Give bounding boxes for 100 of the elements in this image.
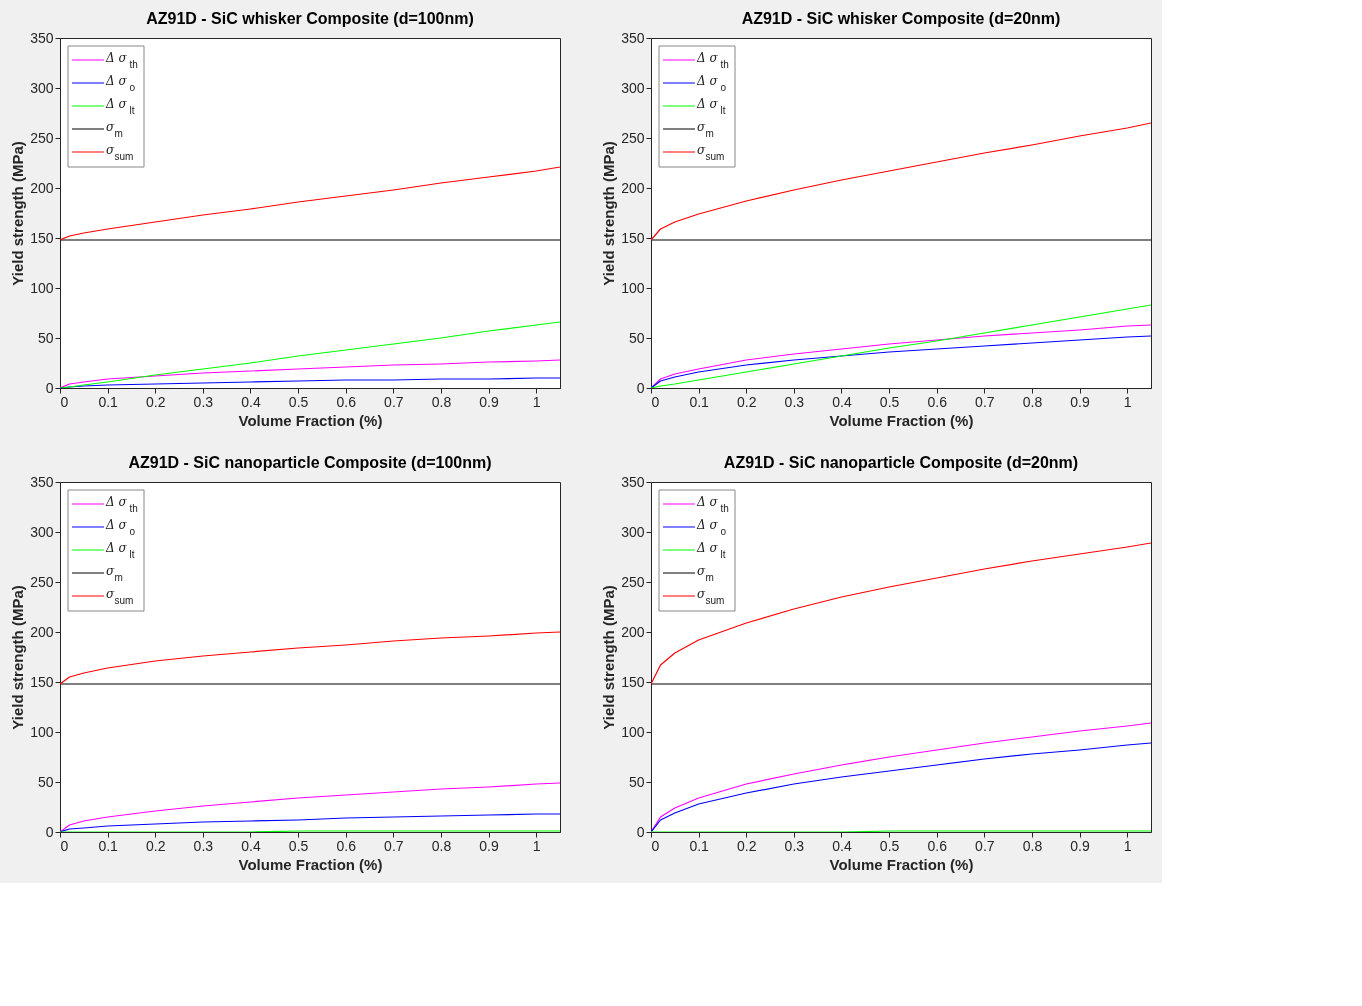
y-tick-label: 200 — [621, 623, 645, 640]
y-tick-label: 100 — [621, 279, 645, 296]
x-tick-label: 0.6 — [927, 393, 948, 410]
y-tick-label: 50 — [628, 329, 645, 346]
x-tick-label: 0.4 — [241, 393, 261, 410]
x-axis-title: Volume Fraction (%) — [238, 855, 383, 873]
y-tick-label: 50 — [37, 773, 54, 790]
x-tick-label: 0.6 — [927, 837, 948, 854]
line-series — [651, 542, 1151, 685]
x-tick-label: 0.9 — [1070, 393, 1091, 410]
y-tick-label: 150 — [621, 673, 645, 690]
line-series — [60, 359, 560, 388]
x-tick-label: 0.8 — [431, 837, 452, 854]
x-tick-label: 0 — [60, 837, 69, 854]
legend-label: Δ σo — [105, 518, 136, 537]
line-series — [651, 722, 1151, 832]
legend-label: Δ σth — [105, 495, 138, 514]
chart-title: AZ91D - SiC whisker Composite (d=100nm) — [146, 10, 474, 27]
line-series — [651, 335, 1151, 388]
y-tick-label: 200 — [30, 179, 54, 196]
y-tick-label: 200 — [621, 179, 645, 196]
y-axis-title: Yield strength (MPa) — [9, 141, 27, 286]
y-tick-label: 50 — [37, 329, 54, 346]
y-axis-title: Yield strength (MPa) — [9, 585, 27, 730]
y-tick-label: 250 — [621, 573, 645, 590]
y-tick-label: 350 — [30, 29, 54, 46]
x-tick-label: 0.7 — [384, 393, 404, 410]
x-tick-label: 0.9 — [479, 393, 500, 410]
x-tick-label: 0.9 — [1070, 837, 1091, 854]
y-tick-label: 200 — [30, 623, 54, 640]
y-tick-label: 0 — [45, 823, 54, 840]
line-series — [60, 782, 560, 832]
legend-label: Δ σth — [696, 51, 729, 70]
y-axis-title: Yield strength (MPa) — [600, 585, 618, 730]
x-tick-label: 0.6 — [336, 393, 357, 410]
line-series — [60, 321, 560, 388]
x-tick-label: 0.1 — [98, 837, 119, 854]
chart-title: AZ91D - SiC nanoparticle Composite (d=20nm) — [723, 454, 1079, 471]
chart-title: AZ91D - SiC whisker Composite (d=20nm) — [741, 10, 1061, 27]
y-tick-label: 300 — [621, 523, 645, 540]
x-tick-label: 0.2 — [737, 837, 757, 854]
x-tick-label: 0.5 — [879, 837, 900, 854]
x-tick-label: 0.7 — [975, 393, 995, 410]
x-tick-label: 0.9 — [479, 837, 500, 854]
y-tick-label: 250 — [30, 129, 54, 146]
line-series — [651, 122, 1151, 241]
x-tick-label: 0.4 — [832, 393, 852, 410]
x-tick-label: 0.3 — [784, 837, 805, 854]
x-tick-label: 1 — [532, 837, 541, 854]
x-tick-label: 0.4 — [832, 837, 852, 854]
line-series — [651, 324, 1151, 388]
y-tick-label: 350 — [621, 473, 645, 490]
x-tick-label: 0.3 — [784, 393, 805, 410]
x-tick-label: 0.1 — [689, 393, 710, 410]
legend-label: Δ σlt — [105, 541, 135, 560]
y-tick-label: 100 — [30, 723, 54, 740]
x-tick-label: 0.5 — [288, 837, 309, 854]
y-tick-label: 300 — [30, 523, 54, 540]
x-tick-label: 1 — [1123, 393, 1132, 410]
x-tick-label: 0.5 — [879, 393, 900, 410]
x-tick-label: 0.7 — [975, 837, 995, 854]
x-tick-label: 0.1 — [98, 393, 119, 410]
x-tick-label: 0.2 — [146, 393, 166, 410]
line-series — [60, 166, 560, 241]
legend-label: Δ σo — [696, 74, 727, 93]
y-tick-label: 250 — [621, 129, 645, 146]
x-tick-label: 0.8 — [1022, 393, 1043, 410]
y-tick-label: 150 — [621, 229, 645, 246]
x-axis-title: Volume Fraction (%) — [829, 411, 974, 429]
x-tick-label: 0.2 — [737, 393, 757, 410]
legend-label: Δ σth — [105, 51, 138, 70]
y-tick-label: 350 — [30, 473, 54, 490]
y-tick-label: 0 — [636, 379, 645, 396]
x-tick-label: 0.7 — [384, 837, 404, 854]
line-series — [60, 813, 560, 832]
legend-label: Δ σo — [696, 518, 727, 537]
x-tick-label: 0.6 — [336, 837, 357, 854]
line-series — [651, 304, 1151, 388]
y-tick-label: 150 — [30, 673, 54, 690]
legend-label: Δ σo — [105, 74, 136, 93]
x-tick-label: 0.4 — [241, 837, 261, 854]
line-series — [60, 631, 560, 685]
y-tick-label: 0 — [636, 823, 645, 840]
legend-label: Δ σlt — [696, 97, 726, 116]
y-tick-label: 250 — [30, 573, 54, 590]
legend-label: Δ σlt — [696, 541, 726, 560]
line-series — [651, 742, 1151, 832]
x-tick-label: 0 — [651, 837, 660, 854]
legend-label: Δ σlt — [105, 97, 135, 116]
x-tick-label: 0 — [60, 393, 69, 410]
x-tick-label: 0.3 — [193, 393, 214, 410]
x-axis-title: Volume Fraction (%) — [829, 855, 974, 873]
x-tick-label: 0.1 — [689, 837, 710, 854]
x-tick-label: 0.2 — [146, 837, 166, 854]
x-tick-label: 0.8 — [1022, 837, 1043, 854]
y-tick-label: 50 — [628, 773, 645, 790]
legend-label: Δ σth — [696, 495, 729, 514]
y-tick-label: 300 — [30, 79, 54, 96]
y-tick-label: 300 — [621, 79, 645, 96]
y-tick-label: 350 — [621, 29, 645, 46]
